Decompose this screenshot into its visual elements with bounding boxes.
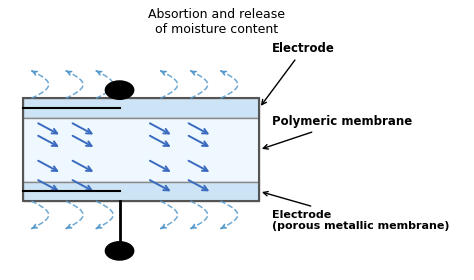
Bar — [23, 118, 259, 182]
Text: Absortion and release
of moisture content: Absortion and release of moisture conten… — [148, 8, 285, 36]
Circle shape — [105, 81, 134, 99]
Bar — [23, 182, 259, 201]
Text: Electrode: Electrode — [262, 42, 335, 105]
Circle shape — [105, 242, 134, 260]
Bar — [23, 98, 259, 118]
Bar — [23, 98, 259, 201]
Text: Electrode
(porous metallic membrane): Electrode (porous metallic membrane) — [264, 192, 449, 231]
Text: Polymeric membrane: Polymeric membrane — [263, 115, 412, 149]
